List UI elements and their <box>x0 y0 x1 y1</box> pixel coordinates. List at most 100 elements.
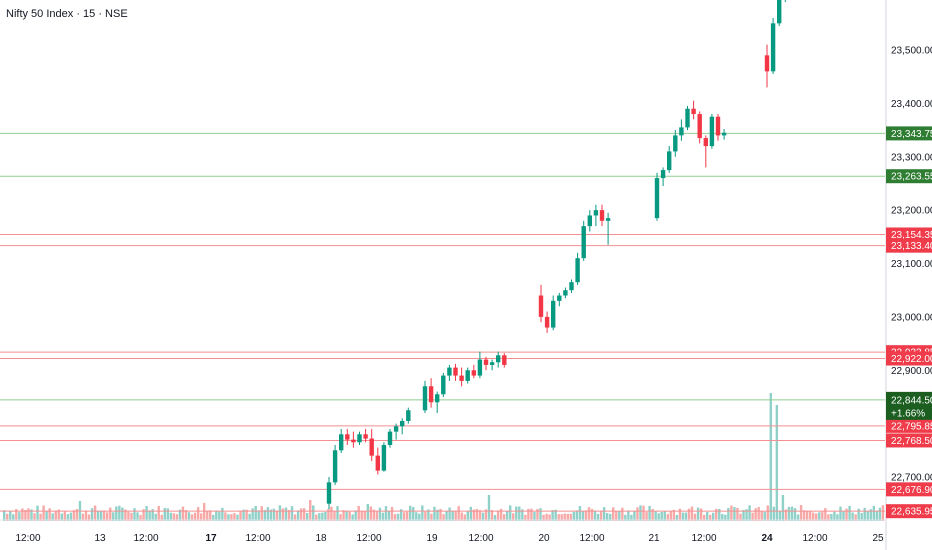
candle-body <box>593 210 599 216</box>
volume-bar <box>66 514 70 521</box>
price-label-bg <box>886 418 932 433</box>
volume-bar <box>248 513 251 521</box>
volume-bar <box>545 513 548 521</box>
volume-bar <box>160 514 163 521</box>
price-label: 22,676.90 <box>891 485 932 496</box>
price-label: 22,635.95 <box>891 507 932 518</box>
y-tick-label: 23,000.00 <box>891 312 932 323</box>
x-tick-label: 12:00 <box>468 533 493 544</box>
volume-bar <box>409 505 412 521</box>
time-axis[interactable]: 12:00 13 12:00 17 12:00 18 12:00 19 12:00 20 12:00… <box>0 519 885 544</box>
volume-bar <box>36 505 39 521</box>
volume-bar <box>324 511 327 521</box>
volume-bar <box>587 507 591 521</box>
price-label-bg <box>886 482 932 497</box>
volume-bar <box>369 506 373 521</box>
volume-bar <box>475 509 479 521</box>
candle-body <box>569 282 574 291</box>
volume-bar <box>3 510 6 521</box>
volume-bar <box>627 510 630 521</box>
y-tick-label: 23,400.00 <box>891 99 932 110</box>
volume-bar <box>272 508 276 521</box>
volume-layer <box>3 393 885 521</box>
volume-bar <box>12 514 15 521</box>
candle-body <box>441 375 446 395</box>
candle-body <box>660 170 666 179</box>
volume-bar <box>154 513 157 521</box>
volume-bar <box>381 512 385 521</box>
volume-bar <box>109 507 112 521</box>
volume-bar <box>736 507 739 521</box>
volume-bar <box>463 514 466 521</box>
volume-bar <box>642 505 645 521</box>
volume-bar <box>505 510 509 521</box>
volume-bar <box>812 512 815 521</box>
volume-bar <box>196 507 200 521</box>
volume-bar <box>827 514 830 521</box>
volume-bar <box>796 514 800 521</box>
volume-bar <box>518 506 521 521</box>
candle-body <box>339 434 344 451</box>
volume-bar <box>472 509 476 521</box>
volume-bar <box>99 510 103 521</box>
volume-bar <box>478 510 482 521</box>
price-label: 22,795.85 <box>891 421 932 432</box>
volume-bar <box>193 512 197 521</box>
volume-bar <box>754 508 757 521</box>
x-tick-label: 12:00 <box>15 533 40 544</box>
price-label: 23,154.35 <box>891 230 932 241</box>
volume-bar <box>54 510 57 521</box>
volume-bar <box>566 513 569 521</box>
candle-body <box>679 127 684 136</box>
candle-body <box>777 0 782 24</box>
volume-bar <box>757 507 760 521</box>
candle-body <box>483 359 489 365</box>
volume-bar <box>184 510 188 521</box>
candle-body <box>685 108 690 128</box>
volume-bar <box>490 510 494 521</box>
volume-bar <box>27 508 30 521</box>
price-label: 22,922.00 <box>891 354 932 365</box>
x-tick-label: 13 <box>94 533 106 544</box>
volume-bar <box>808 511 812 521</box>
volume-bar <box>815 513 818 521</box>
volume-bar <box>302 508 306 521</box>
volume-bar <box>705 512 709 521</box>
volume-bar <box>81 513 85 521</box>
volume-bar <box>169 512 173 521</box>
volume-bar <box>590 508 594 521</box>
volume-bar <box>315 514 318 521</box>
candle-body <box>709 116 715 147</box>
candle-body <box>502 355 507 365</box>
volume-bar <box>790 506 794 521</box>
volume-bar <box>290 506 294 521</box>
candle-body <box>581 226 586 259</box>
volume-bar <box>521 509 524 521</box>
volume-bar <box>21 508 24 521</box>
volume-bar <box>572 511 576 521</box>
volume-bar <box>484 509 488 521</box>
volume-bar <box>718 509 721 521</box>
y-tick-label: 23,300.00 <box>891 152 932 163</box>
price-axis[interactable]: 23,500.00 23,400.00 23,300.00 23,200.00 23,1… <box>885 0 932 550</box>
volume-bar <box>730 505 733 521</box>
volume-bar <box>509 505 512 521</box>
volume-bar <box>336 506 339 521</box>
price-label: 23,343.75 <box>891 129 932 140</box>
volume-bar <box>551 510 554 521</box>
volume-bar <box>121 507 124 521</box>
volume-bar <box>748 505 751 521</box>
volume-bar <box>818 512 821 521</box>
volume-bar <box>612 507 615 521</box>
volume-bar <box>236 514 239 521</box>
volume-bar <box>215 510 218 521</box>
volume-bar <box>854 514 857 521</box>
volume-bar <box>333 511 336 521</box>
volume-bar <box>227 514 230 521</box>
volume-bar <box>742 509 745 521</box>
volume-bar <box>687 508 691 521</box>
volume-bar <box>348 511 351 521</box>
candle-body <box>326 482 332 504</box>
candle-body <box>465 370 470 381</box>
